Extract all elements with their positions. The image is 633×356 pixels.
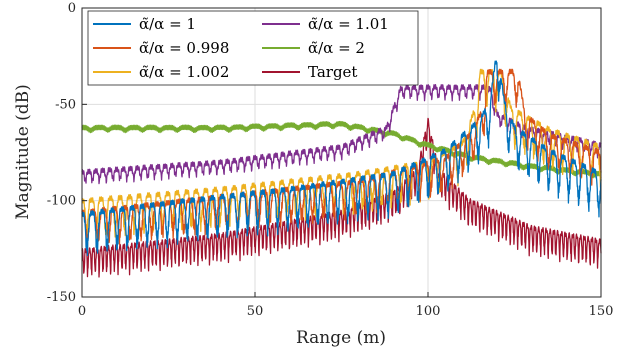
legend-entry: α̃/α = 0.998 xyxy=(139,39,229,57)
series-lines xyxy=(81,60,602,278)
x-tick-label: 50 xyxy=(247,304,264,319)
y-axis-label: Magnitude (dB) xyxy=(13,84,33,220)
legend-entry: α̃/α = 1.002 xyxy=(139,63,229,81)
legend: α̃/α = 1 α̃/α = 0.998 α̃/α = 1.002 α̃/α = 1… xyxy=(87,10,419,86)
series-line xyxy=(81,60,602,257)
series-line xyxy=(81,68,602,250)
legend-entry: α̃/α = 2 xyxy=(308,39,365,57)
x-axis-label: Range (m) xyxy=(296,328,386,348)
legend-entry: Target xyxy=(308,63,357,81)
legend-box xyxy=(87,10,419,86)
x-tick-label: 150 xyxy=(589,304,614,319)
y-tick-label: -50 xyxy=(55,97,76,112)
y-tick-label: -100 xyxy=(47,194,76,209)
series-line xyxy=(81,120,602,179)
y-tick-label: 0 xyxy=(68,1,76,16)
y-tick-label: -150 xyxy=(47,290,76,305)
legend-entry: α̃/α = 1 xyxy=(139,15,196,33)
plot-frame xyxy=(81,7,602,298)
x-tick-label: 0 xyxy=(78,304,86,319)
axis-ticks: 0 50 100 150 0 -50 -100 -150 xyxy=(47,1,614,319)
x-tick-label: 100 xyxy=(416,304,441,319)
series-line xyxy=(81,117,602,278)
legend-entry: α̃/α = 1.01 xyxy=(308,15,389,33)
